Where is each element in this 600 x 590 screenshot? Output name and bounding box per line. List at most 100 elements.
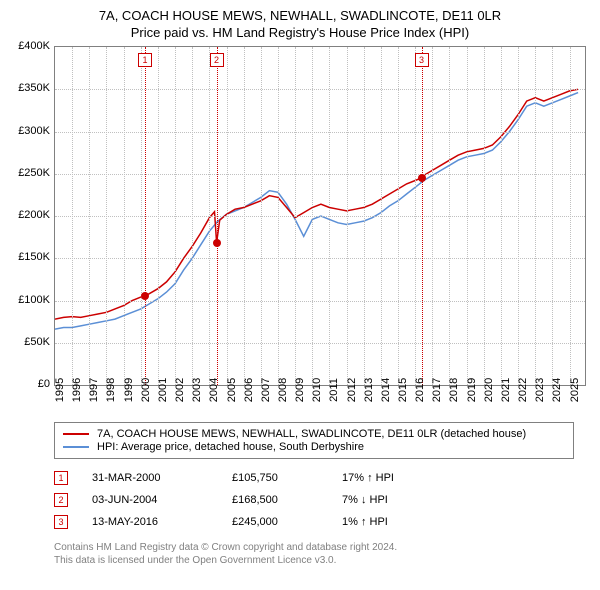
- marker-box-2: 2: [210, 53, 224, 67]
- gridline-v: [364, 47, 365, 385]
- transaction-row: 3 13-MAY-2016£245,0001% ↑ HPI: [54, 511, 574, 533]
- gridline-v: [72, 47, 73, 385]
- gridline-v: [398, 47, 399, 385]
- footnote-line2: This data is licensed under the Open Gov…: [54, 554, 574, 567]
- gridline-v: [244, 47, 245, 385]
- x-tick-label: 2001: [157, 378, 169, 402]
- x-tick-label: 2000: [140, 378, 152, 402]
- x-tick-label: 1996: [71, 378, 83, 402]
- gridline-v: [158, 47, 159, 385]
- x-tick-label: 1999: [123, 378, 135, 402]
- y-tick-label: £0: [38, 378, 50, 390]
- gridline-h: [55, 301, 585, 302]
- marker-line-2: [217, 47, 218, 385]
- legend-label: HPI: Average price, detached house, Sout…: [97, 441, 364, 453]
- chart-container: 7A, COACH HOUSE MEWS, NEWHALL, SWADLINCO…: [0, 0, 600, 590]
- marker-dot-3: [418, 174, 426, 182]
- x-tick-label: 2011: [328, 378, 340, 402]
- transaction-row: 2 03-JUN-2004£168,5007% ↓ HPI: [54, 489, 574, 511]
- transaction-row: 131-MAR-2000£105,75017% ↑ HPI: [54, 467, 574, 489]
- gridline-h: [55, 258, 585, 259]
- gridline-v: [106, 47, 107, 385]
- footnote: Contains HM Land Registry data © Crown c…: [54, 541, 574, 567]
- title-block: 7A, COACH HOUSE MEWS, NEWHALL, SWADLINCO…: [10, 8, 590, 40]
- x-tick-label: 2016: [414, 378, 426, 402]
- gridline-v: [278, 47, 279, 385]
- gridline-v: [518, 47, 519, 385]
- x-tick-label: 1998: [105, 378, 117, 402]
- transaction-price: £245,000: [232, 516, 342, 528]
- x-tick-label: 2007: [260, 378, 272, 402]
- x-tick-label: 2004: [208, 378, 220, 402]
- x-tick-label: 2023: [534, 378, 546, 402]
- x-tick-label: 1997: [88, 378, 100, 402]
- x-tick-label: 1995: [54, 378, 66, 402]
- x-tick-label: 2014: [380, 378, 392, 402]
- y-tick-label: £250K: [18, 167, 50, 179]
- gridline-v: [501, 47, 502, 385]
- legend-row-hpi: HPI: Average price, detached house, Sout…: [63, 441, 565, 453]
- gridline-v: [381, 47, 382, 385]
- gridline-v: [432, 47, 433, 385]
- legend-row-property: 7A, COACH HOUSE MEWS, NEWHALL, SWADLINCO…: [63, 428, 565, 440]
- gridline-h: [55, 343, 585, 344]
- gridline-v: [261, 47, 262, 385]
- marker-line-3: [422, 47, 423, 385]
- transaction-hpi: 7% ↓ HPI: [342, 494, 462, 506]
- gridline-v: [192, 47, 193, 385]
- y-tick-label: £150K: [18, 251, 50, 263]
- x-tick-label: 2003: [191, 378, 203, 402]
- x-tick-label: 2024: [551, 378, 563, 402]
- transactions-table: 131-MAR-2000£105,75017% ↑ HPI 2 03-JUN-200…: [54, 467, 574, 533]
- gridline-v: [552, 47, 553, 385]
- y-tick-label: £300K: [18, 125, 50, 137]
- x-tick-label: 2018: [448, 378, 460, 402]
- gridline-v: [175, 47, 176, 385]
- gridline-v: [312, 47, 313, 385]
- x-tick-label: 2012: [346, 378, 358, 402]
- x-tick-label: 2017: [431, 378, 443, 402]
- marker-dot-2: [213, 239, 221, 247]
- gridline-v: [535, 47, 536, 385]
- legend-label: 7A, COACH HOUSE MEWS, NEWHALL, SWADLINCO…: [97, 428, 526, 440]
- x-tick-label: 2009: [294, 378, 306, 402]
- gridline-v: [329, 47, 330, 385]
- y-tick-label: £100K: [18, 294, 50, 306]
- plot-area: 123: [54, 46, 586, 386]
- chart-area: £0£50K£100K£150K£200K£250K£300K£350K£400…: [10, 46, 590, 416]
- gridline-h: [55, 216, 585, 217]
- marker-dot-1: [141, 292, 149, 300]
- x-tick-label: 2006: [243, 378, 255, 402]
- x-tick-label: 2008: [277, 378, 289, 402]
- y-tick-label: £400K: [18, 40, 50, 52]
- gridline-v: [449, 47, 450, 385]
- transaction-price: £105,750: [232, 472, 342, 484]
- gridline-v: [124, 47, 125, 385]
- x-tick-label: 2020: [483, 378, 495, 402]
- legend-swatch: [63, 433, 89, 435]
- gridline-v: [227, 47, 228, 385]
- gridline-v: [347, 47, 348, 385]
- transaction-marker-box: 2: [54, 493, 68, 507]
- gridline-v: [209, 47, 210, 385]
- gridline-h: [55, 174, 585, 175]
- x-tick-label: 2010: [311, 378, 323, 402]
- marker-box-3: 3: [415, 53, 429, 67]
- marker-line-1: [145, 47, 146, 385]
- transaction-date: 03-JUN-2004: [92, 494, 232, 506]
- x-tick-label: 2019: [466, 378, 478, 402]
- series-property: [55, 89, 578, 319]
- gridline-v: [484, 47, 485, 385]
- transaction-marker-box: 3: [54, 515, 68, 529]
- x-tick-label: 2021: [500, 378, 512, 402]
- y-axis: £0£50K£100K£150K£200K£250K£300K£350K£400…: [10, 46, 54, 386]
- gridline-v: [141, 47, 142, 385]
- x-tick-label: 2025: [569, 378, 581, 402]
- transaction-date: 13-MAY-2016: [92, 516, 232, 528]
- gridline-v: [415, 47, 416, 385]
- transaction-hpi: 1% ↑ HPI: [342, 516, 462, 528]
- transaction-price: £168,500: [232, 494, 342, 506]
- legend-swatch: [63, 446, 89, 448]
- gridline-v: [89, 47, 90, 385]
- footnote-line1: Contains HM Land Registry data © Crown c…: [54, 541, 574, 554]
